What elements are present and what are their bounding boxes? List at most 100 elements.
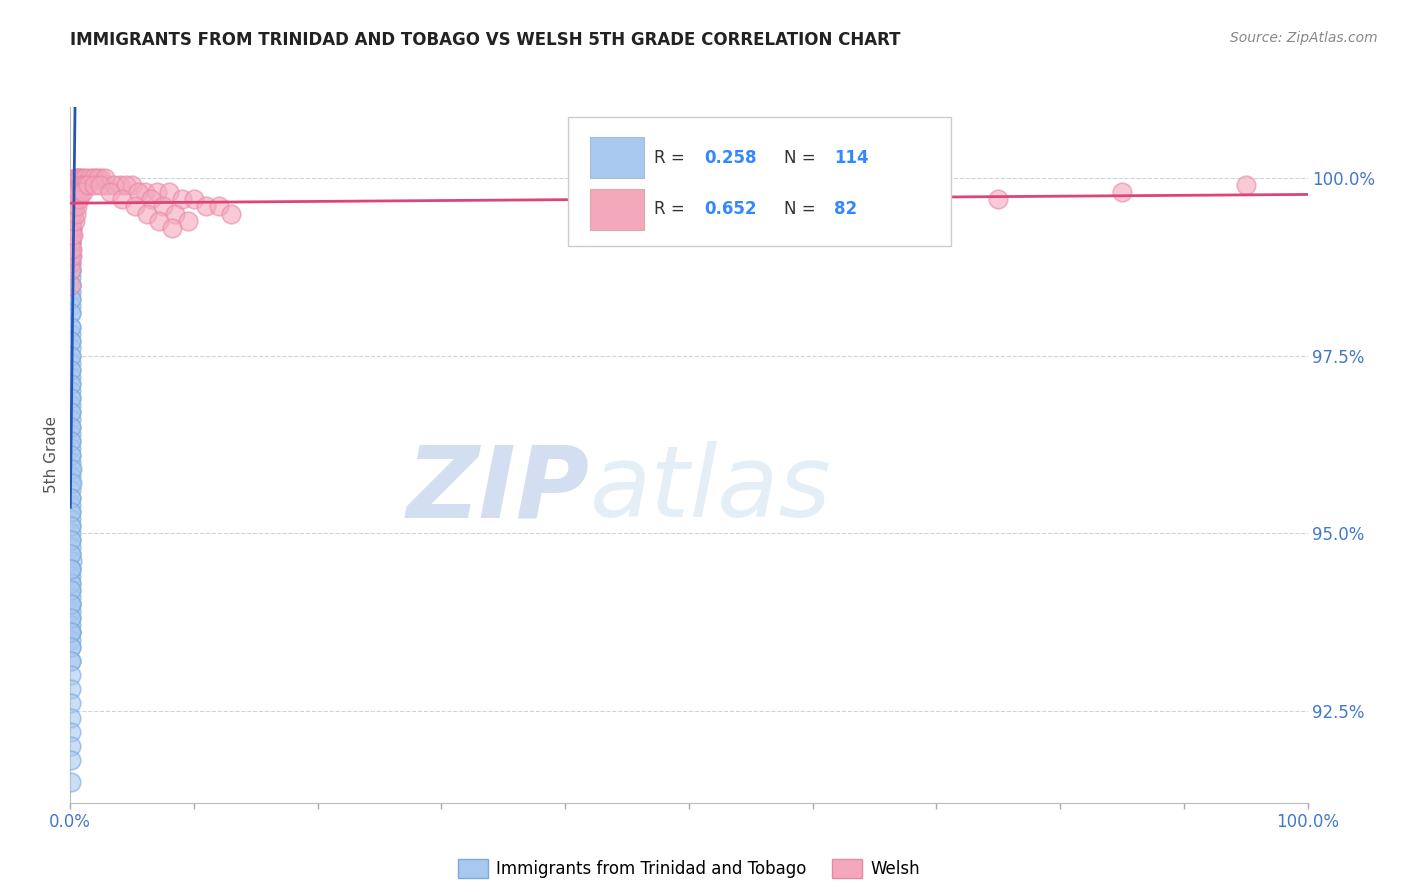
Point (60, 561, 83, 575)
Point (148, 213, 170, 227)
Point (60, 199, 83, 213)
Point (60, 342, 83, 356)
Point (67, 192, 90, 206)
Point (59, 320, 82, 334)
Point (76, 178, 98, 193)
Point (59, 625, 82, 640)
Point (60, 192, 83, 206)
Point (160, 220, 183, 235)
Point (59, 491, 82, 505)
Point (59, 320, 82, 334)
Point (62, 186, 84, 200)
Point (83, 178, 105, 193)
Point (59, 376, 82, 391)
Point (59, 405, 82, 419)
Point (62, 186, 84, 200)
Text: 114: 114 (834, 149, 869, 167)
Point (59, 611, 82, 625)
Point (60, 327, 83, 342)
Point (59, 242, 82, 256)
Point (60, 263, 83, 277)
Point (60, 561, 83, 575)
Point (60, 192, 83, 206)
Point (136, 206, 159, 220)
Point (60, 349, 83, 363)
Point (59, 334, 82, 349)
Point (59, 575, 82, 590)
Point (69, 178, 91, 193)
FancyBboxPatch shape (591, 137, 644, 178)
Point (60, 391, 83, 405)
Legend: Immigrants from Trinidad and Tobago, Welsh: Immigrants from Trinidad and Tobago, Wel… (451, 853, 927, 885)
Point (59, 448, 82, 462)
Y-axis label: 5th Grade: 5th Grade (44, 417, 59, 493)
Point (60, 491, 83, 505)
Point (63, 213, 86, 227)
Point (60, 582, 83, 597)
Point (111, 192, 134, 206)
Point (59, 611, 82, 625)
Point (59, 292, 82, 306)
Point (59, 419, 82, 434)
Point (60, 419, 83, 434)
Point (60, 462, 83, 476)
Point (59, 682, 82, 697)
Point (60, 235, 83, 249)
Point (72, 171, 94, 186)
Point (59, 654, 82, 668)
Point (60, 405, 83, 419)
Point (59, 299, 82, 313)
Point (62, 199, 84, 213)
Text: Source: ZipAtlas.com: Source: ZipAtlas.com (1230, 31, 1378, 45)
Point (139, 192, 162, 206)
Point (103, 178, 125, 193)
Point (59, 227, 82, 242)
Text: atlas: atlas (591, 442, 831, 538)
Text: 0.652: 0.652 (704, 201, 756, 219)
Point (60, 242, 83, 256)
Point (75, 178, 97, 193)
Point (60, 242, 83, 256)
Point (60, 213, 83, 227)
Point (177, 213, 200, 227)
Point (60, 249, 83, 263)
Point (60, 739, 83, 753)
Point (59, 476, 82, 491)
Point (59, 398, 82, 412)
Point (66, 186, 89, 200)
Point (59, 369, 82, 384)
Point (63, 192, 86, 206)
Point (59, 227, 82, 242)
Point (60, 434, 83, 448)
Point (62, 206, 84, 220)
Point (59, 277, 82, 292)
Point (59, 434, 82, 448)
Point (60, 505, 83, 519)
Point (60, 277, 83, 292)
Point (60, 476, 83, 491)
Point (60, 263, 83, 277)
Point (183, 192, 205, 206)
Point (60, 206, 83, 220)
Point (1234, 178, 1257, 193)
Point (60, 604, 83, 618)
Point (60, 220, 83, 235)
Point (59, 334, 82, 349)
Point (60, 192, 83, 206)
Point (60, 376, 83, 391)
Point (72, 186, 94, 200)
Point (60, 227, 83, 242)
Point (59, 206, 82, 220)
Point (1111, 186, 1133, 200)
Point (59, 455, 82, 469)
Point (121, 178, 143, 193)
Point (59, 590, 82, 604)
Point (59, 724, 82, 739)
Point (60, 412, 83, 426)
Point (59, 263, 82, 277)
Text: R =: R = (654, 149, 690, 167)
Point (89, 178, 111, 193)
Point (108, 178, 131, 193)
Point (59, 575, 82, 590)
Point (67, 171, 90, 186)
